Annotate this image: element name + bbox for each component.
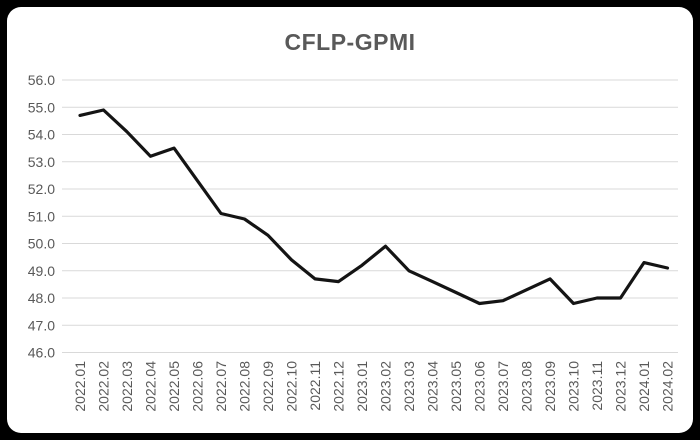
x-tick-label: 2022.11 xyxy=(307,361,323,411)
x-tick-label: 2022.08 xyxy=(237,361,253,412)
x-tick-label: 2022.09 xyxy=(260,361,276,412)
x-tick-label: 2022.01 xyxy=(72,361,88,412)
x-tick-label: 2023.01 xyxy=(354,361,370,412)
x-tick-label: 2023.10 xyxy=(566,361,582,412)
x-tick-label: 2023.02 xyxy=(378,361,394,412)
x-tick-label: 2024.01 xyxy=(636,361,652,412)
chart-title: CFLP-GPMI xyxy=(284,29,416,55)
y-tick-label: 50.0 xyxy=(28,236,55,252)
y-tick-label: 53.0 xyxy=(28,154,55,170)
data-series-line xyxy=(78,108,670,306)
x-tick-label: 2022.10 xyxy=(284,361,300,412)
y-tick-label: 52.0 xyxy=(28,181,55,197)
y-tick-label: 56.0 xyxy=(28,72,55,88)
x-tick-label: 2022.04 xyxy=(143,361,159,412)
x-tick-label: 2024.02 xyxy=(660,361,676,412)
x-tick-label: 2023.12 xyxy=(613,361,629,412)
x-tick-label: 2022.03 xyxy=(119,361,135,412)
x-tick-label: 2023.05 xyxy=(448,361,464,412)
y-tick-label: 55.0 xyxy=(28,99,55,115)
y-tick-label: 51.0 xyxy=(28,208,55,224)
x-tick-label: 2022.05 xyxy=(166,361,182,412)
x-tick-label: 2022.06 xyxy=(190,361,206,412)
x-tick-label: 2023.04 xyxy=(425,361,441,412)
x-tick-label: 2023.07 xyxy=(495,361,511,412)
x-tick-label: 2023.08 xyxy=(519,361,535,412)
x-tick-label: 2022.02 xyxy=(96,361,112,412)
y-tick-label: 49.0 xyxy=(28,263,55,279)
x-tick-label: 2023.11 xyxy=(589,361,605,411)
y-tick-label: 47.0 xyxy=(28,317,55,333)
x-tick-label: 2022.07 xyxy=(213,361,229,412)
y-tick-label: 54.0 xyxy=(28,127,55,143)
y-tick-label: 46.0 xyxy=(28,345,55,361)
x-tick-label: 2023.09 xyxy=(542,361,558,412)
x-tick-label: 2022.12 xyxy=(331,361,347,412)
y-tick-label: 48.0 xyxy=(28,290,55,306)
x-tick-label: 2023.06 xyxy=(472,361,488,412)
x-tick-label: 2023.03 xyxy=(401,361,417,412)
chart-card: CFLP-GPMI xyxy=(7,7,693,433)
